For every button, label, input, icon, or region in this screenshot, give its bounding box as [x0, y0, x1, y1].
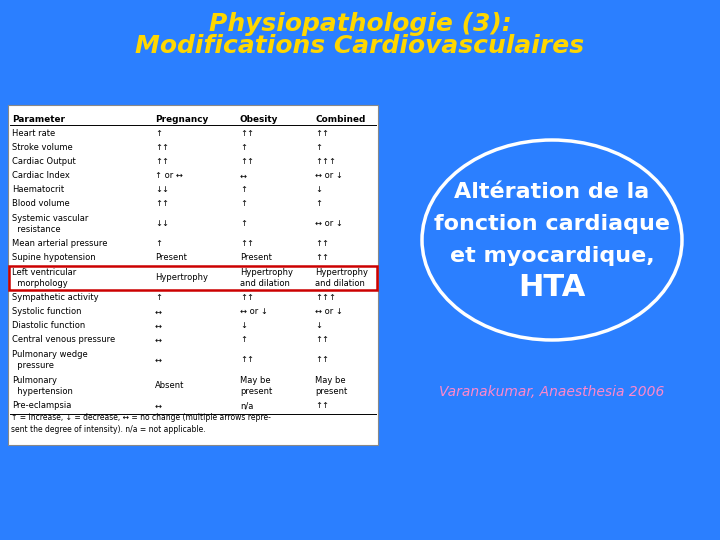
Text: ↑: ↑	[240, 199, 247, 208]
Text: ↔ or ↓: ↔ or ↓	[315, 172, 343, 180]
Text: ↑↑: ↑↑	[155, 158, 169, 166]
Text: ↑↑: ↑↑	[240, 294, 254, 302]
FancyBboxPatch shape	[8, 105, 378, 445]
Text: ↑↑: ↑↑	[315, 253, 329, 262]
Text: Stroke volume: Stroke volume	[12, 144, 73, 152]
Text: HTA: HTA	[518, 273, 585, 302]
Text: Hypertrophy: Hypertrophy	[315, 268, 368, 277]
Text: ↑: ↑	[155, 294, 162, 302]
Text: and dilation: and dilation	[240, 279, 290, 288]
Text: ↑: ↑	[240, 186, 247, 194]
Text: Present: Present	[155, 253, 187, 262]
Text: Altération de la: Altération de la	[454, 182, 649, 202]
Text: ↑↑: ↑↑	[315, 335, 329, 345]
Text: n/a: n/a	[240, 402, 253, 410]
Text: Combined: Combined	[315, 114, 365, 124]
Text: hypertension: hypertension	[12, 387, 73, 396]
Text: Diastolic function: Diastolic function	[12, 321, 85, 330]
Text: Hypertrophy: Hypertrophy	[155, 273, 208, 282]
Text: ↑: ↑	[240, 335, 247, 345]
Text: ↑↑: ↑↑	[315, 240, 329, 248]
Text: May be: May be	[315, 376, 346, 385]
Text: ↓: ↓	[315, 321, 322, 330]
Text: Heart rate: Heart rate	[12, 130, 55, 138]
Text: ↑↑↑: ↑↑↑	[315, 294, 336, 302]
Text: Parameter: Parameter	[12, 114, 65, 124]
Text: Systolic function: Systolic function	[12, 307, 81, 316]
Text: morphology: morphology	[12, 279, 68, 288]
Text: ↓↓: ↓↓	[155, 186, 169, 194]
Text: ↑: ↑	[155, 130, 162, 138]
Text: ↑↑: ↑↑	[240, 240, 254, 248]
Text: ↓: ↓	[315, 186, 322, 194]
Text: Modifications Cardiovasculaires: Modifications Cardiovasculaires	[135, 34, 585, 58]
Text: ↑↑: ↑↑	[155, 199, 169, 208]
Text: et myocardique,: et myocardique,	[450, 246, 654, 266]
Text: ↑: ↑	[155, 240, 162, 248]
Text: ↔: ↔	[240, 172, 247, 180]
Text: Varanakumar, Anaesthesia 2006: Varanakumar, Anaesthesia 2006	[439, 385, 665, 399]
Text: Haematocrit: Haematocrit	[12, 186, 64, 194]
Text: ↑: ↑	[315, 199, 322, 208]
Text: Cardiac Index: Cardiac Index	[12, 172, 70, 180]
Text: Pulmonary: Pulmonary	[12, 376, 57, 385]
Text: Pregnancy: Pregnancy	[155, 114, 208, 124]
Text: ↓↓: ↓↓	[155, 219, 169, 228]
Text: ↓: ↓	[240, 321, 247, 330]
Text: Physiopathologie (3):: Physiopathologie (3):	[209, 12, 511, 36]
Text: Blood volume: Blood volume	[12, 199, 70, 208]
Text: fonction cardiaque: fonction cardiaque	[434, 214, 670, 234]
Text: ↔: ↔	[155, 335, 162, 345]
Text: Supine hypotension: Supine hypotension	[12, 253, 96, 262]
Text: Hypertrophy: Hypertrophy	[240, 268, 293, 277]
Text: Pulmonary wedge: Pulmonary wedge	[12, 350, 88, 359]
Text: Pre-eclampsia: Pre-eclampsia	[12, 402, 71, 410]
Text: ↑↑: ↑↑	[240, 130, 254, 138]
Text: ↑↑↑: ↑↑↑	[315, 158, 336, 166]
Text: ↑↑: ↑↑	[315, 355, 329, 364]
Text: ↑ = increase, ↓ = decrease, ↔ = no change (multiple arrows repre-
sent the degre: ↑ = increase, ↓ = decrease, ↔ = no chang…	[11, 413, 271, 435]
Text: ↔: ↔	[155, 321, 162, 330]
Text: present: present	[240, 387, 272, 396]
Text: Central venous pressure: Central venous pressure	[12, 335, 115, 345]
Text: ↑: ↑	[240, 219, 247, 228]
Text: May be: May be	[240, 376, 271, 385]
Text: Mean arterial pressure: Mean arterial pressure	[12, 240, 107, 248]
Text: ↑: ↑	[315, 144, 322, 152]
Text: ↔ or ↓: ↔ or ↓	[240, 307, 268, 316]
Text: ↔: ↔	[155, 402, 162, 410]
Text: ↑ or ↔: ↑ or ↔	[155, 172, 183, 180]
Text: Present: Present	[240, 253, 272, 262]
Text: ↔ or ↓: ↔ or ↓	[315, 307, 343, 316]
Text: Left ventricular: Left ventricular	[12, 268, 76, 277]
Text: present: present	[315, 387, 347, 396]
Text: Sympathetic activity: Sympathetic activity	[12, 294, 99, 302]
Text: pressure: pressure	[12, 361, 54, 370]
Text: ↔ or ↓: ↔ or ↓	[315, 219, 343, 228]
Text: Absent: Absent	[155, 381, 184, 390]
Text: Obesity: Obesity	[240, 114, 279, 124]
Ellipse shape	[422, 140, 682, 340]
Text: ↔: ↔	[155, 307, 162, 316]
Text: Systemic vascular: Systemic vascular	[12, 214, 89, 223]
Text: Cardiac Output: Cardiac Output	[12, 158, 76, 166]
Text: ↑↑: ↑↑	[155, 144, 169, 152]
Text: ↑↑: ↑↑	[240, 355, 254, 364]
Text: ↔: ↔	[155, 355, 162, 364]
Text: ↑↑: ↑↑	[240, 158, 254, 166]
Text: and dilation: and dilation	[315, 279, 365, 288]
Text: ↑: ↑	[240, 144, 247, 152]
Text: ↑↑: ↑↑	[315, 402, 329, 410]
Text: resistance: resistance	[12, 225, 60, 234]
Text: ↑↑: ↑↑	[315, 130, 329, 138]
